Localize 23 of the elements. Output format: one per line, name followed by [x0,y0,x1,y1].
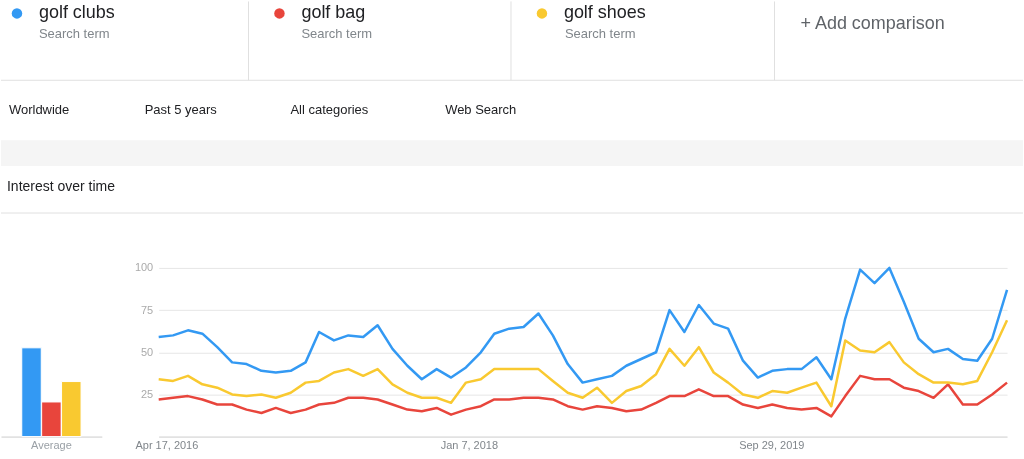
text: Search term [38,26,110,42]
text: Past 5 years [144,102,218,118]
text: Worldwide [8,102,70,118]
y-tick-label: 50 [141,345,154,358]
text: + Add comparison [800,13,945,34]
text: Search term [564,26,636,42]
legend-label: golf clubs [38,2,115,23]
chart-title: Interest over time [6,178,116,195]
y-tick-label: 100 [134,261,154,274]
legend-label: golf shoes [563,2,646,23]
x-tick-label: Average [31,439,72,452]
x-tick-label: Jan 7, 2018 [440,439,499,452]
line-series [157,266,1009,384]
x-tick-label: Sep 29, 2019 [739,439,805,452]
text: Search term [301,26,373,42]
text: All categories [290,102,369,118]
text: Web Search [445,102,517,118]
line-series [157,318,1009,408]
y-tick-label: 75 [141,303,154,316]
legend-label: golf bag [301,2,366,23]
line-series [157,374,1009,418]
y-tick-label: 25 [141,387,154,400]
x-tick-label: Apr 17, 2016 [135,439,199,452]
